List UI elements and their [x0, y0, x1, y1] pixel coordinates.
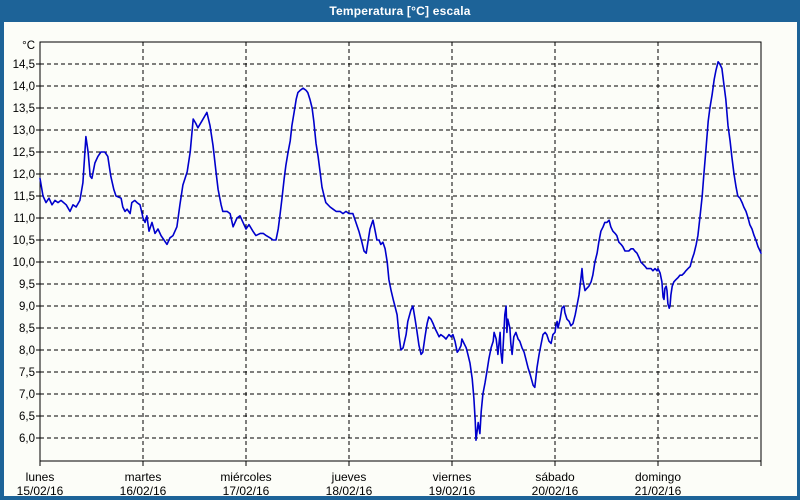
y-tick-label: 9,0: [19, 301, 35, 313]
y-tick-label: 7,0: [19, 389, 35, 401]
day-name-label: viernes: [433, 470, 472, 484]
y-tick-label: 10,0: [13, 257, 35, 269]
day-name-label: lunes: [26, 470, 55, 484]
day-date-label: 20/02/16: [532, 484, 579, 498]
y-tick-label: 10,5: [13, 235, 35, 247]
y-tick-label: 14,0: [13, 81, 35, 93]
day-date-label: 17/02/16: [223, 484, 270, 498]
y-tick-label: 6,0: [19, 433, 35, 445]
y-tick-label: 8,0: [19, 345, 35, 357]
y-tick-label: 7,5: [19, 367, 35, 379]
temperature-line: [39, 60, 762, 442]
chart-background: [4, 22, 797, 496]
y-tick-label: 14,5: [13, 59, 35, 71]
day-name-label: sábado: [535, 470, 575, 484]
y-tick-label: 12,5: [13, 147, 35, 159]
day-date-label: 15/02/16: [17, 484, 64, 498]
day-name-label: miércoles: [220, 470, 271, 484]
y-axis-unit-label: °C: [22, 40, 35, 52]
y-tick-label: 8,5: [19, 323, 35, 335]
day-date-label: 16/02/16: [120, 484, 167, 498]
y-tick-label: 6,5: [19, 411, 35, 423]
day-name-label: jueves: [331, 470, 367, 484]
y-tick-label: 11,0: [13, 213, 35, 225]
y-tick-label: 12,0: [13, 169, 35, 181]
day-date-label: 21/02/16: [635, 484, 682, 498]
y-tick-label: 11,5: [13, 191, 35, 203]
y-tick-label: 13,5: [13, 103, 35, 115]
window-title: Temperatura [°C] escala: [329, 4, 471, 18]
y-tick-label: 9,5: [19, 279, 35, 291]
y-tick-label: 13,0: [13, 125, 35, 137]
day-date-label: 19/02/16: [429, 484, 476, 498]
day-date-label: 18/02/16: [326, 484, 373, 498]
day-name-label: martes: [125, 470, 162, 484]
day-name-label: domingo: [635, 470, 681, 484]
window-titlebar: Temperatura [°C] escala: [0, 0, 800, 22]
